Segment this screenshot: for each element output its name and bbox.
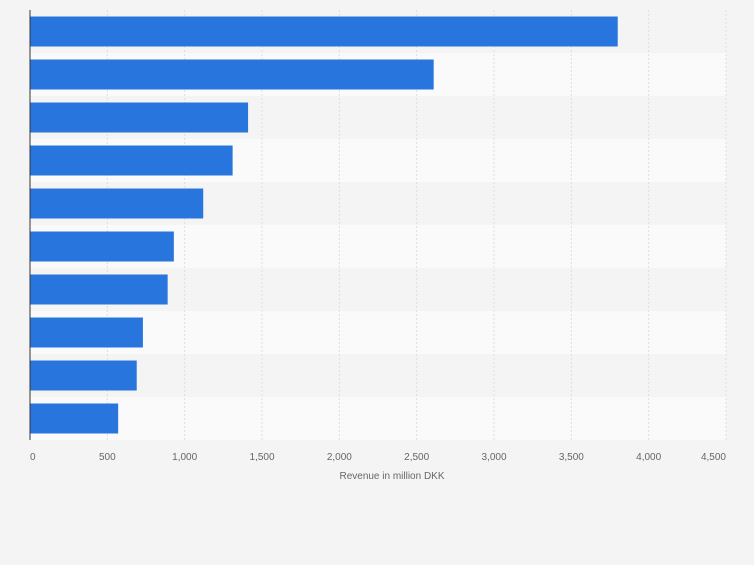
bar[interactable] [30,102,249,133]
x-tick-label: 1,500 [249,452,274,463]
bar[interactable] [30,403,119,434]
row-band [30,311,726,354]
row-band [30,354,726,397]
x-tick-label: 3,500 [559,452,584,463]
bar[interactable] [30,274,168,305]
x-tick-label: 2,500 [404,452,429,463]
x-tick-label: 4,000 [636,452,661,463]
x-tick-label: 2,000 [327,452,352,463]
x-tick-labels: 0 500 1,000 1,500 2,000 2,500 3,000 3,500 4,000 4… [30,452,726,463]
row-band [30,397,726,440]
bar[interactable] [30,317,143,348]
bar[interactable] [30,16,618,47]
x-axis-label: Revenue in million DKK [339,471,444,482]
x-tick-label: 0 [30,452,36,463]
bars [30,16,618,434]
x-tick-label: 500 [99,452,116,463]
x-tick-label: 1,000 [172,452,197,463]
x-tick-label: 3,000 [481,452,506,463]
bar[interactable] [30,188,204,219]
bar[interactable] [30,59,434,90]
bar[interactable] [30,360,137,391]
x-tick-label: 4,500 [701,452,726,463]
bar[interactable] [30,145,233,176]
bar[interactable] [30,231,174,262]
